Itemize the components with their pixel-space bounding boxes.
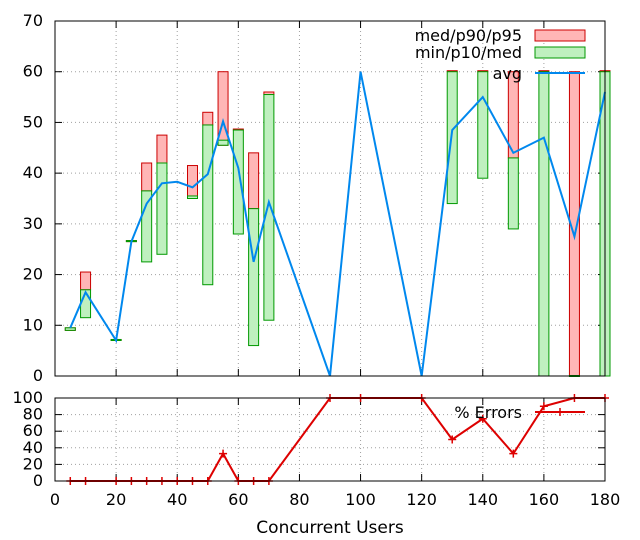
bottom-ytick-label: 20 <box>23 454 43 473</box>
x-axis-label: Concurrent Users <box>256 518 404 538</box>
top-ytick-label: 50 <box>23 112 43 131</box>
bottom-ytick-label: 0 <box>33 471 43 490</box>
bottom-ytick-label: 80 <box>23 405 43 424</box>
lower-box <box>202 124 214 286</box>
lower-box <box>217 139 229 146</box>
upper-box <box>80 271 92 291</box>
bottom-plot-frame <box>54 397 606 482</box>
lower-box <box>507 157 519 230</box>
upper-box <box>202 111 214 126</box>
legend-label-upper: med/p90/p95 <box>415 26 522 45</box>
top-ytick-label: 70 <box>23 11 43 30</box>
legend-swatch-lower <box>534 46 586 59</box>
lower-box <box>187 195 198 199</box>
top-ytick-label: 60 <box>23 62 43 81</box>
lower-box <box>141 190 153 263</box>
x-tick-label: 180 <box>590 490 621 509</box>
errors-point <box>478 414 487 423</box>
x-tick-label: 140 <box>468 490 499 509</box>
errors-line <box>70 397 605 482</box>
errors-point <box>539 402 548 411</box>
bottom-ytick-label: 60 <box>23 421 43 440</box>
lower-box <box>248 208 260 347</box>
top-ytick-label: 20 <box>23 265 43 284</box>
lower-box <box>477 71 489 179</box>
x-tick-label: 40 <box>167 490 187 509</box>
upper-box <box>141 162 153 192</box>
errors-point <box>448 435 457 444</box>
legend-label-lower: min/p10/med <box>415 43 522 62</box>
x-tick-label: 20 <box>106 490 126 509</box>
x-tick-label: 60 <box>228 490 248 509</box>
top-ytick-label: 40 <box>23 163 43 182</box>
bottom-ytick-label: 100 <box>12 388 43 407</box>
lower-box <box>156 162 168 255</box>
top-ytick-label: 10 <box>23 315 43 334</box>
legend-swatch-upper <box>534 29 586 42</box>
upper-box <box>248 152 260 210</box>
lower-box <box>538 71 550 377</box>
upper-box <box>156 134 168 164</box>
lower-box <box>232 129 244 235</box>
x-tick-label: 120 <box>406 490 437 509</box>
errors-point <box>219 449 228 458</box>
x-tick-label: 0 <box>50 490 60 509</box>
x-tick-label: 160 <box>529 490 560 509</box>
lower-box <box>64 327 76 331</box>
top-ytick-label: 0 <box>33 366 43 385</box>
top-ytick-label: 30 <box>23 214 43 233</box>
legend-label-avg: avg <box>493 64 522 83</box>
errors-point <box>509 449 518 458</box>
avg-line <box>69 71 606 377</box>
x-tick-label: 80 <box>289 490 309 509</box>
x-tick-label: 100 <box>345 490 376 509</box>
legend-label-errors: % Errors <box>454 403 522 422</box>
top-plot-frame <box>54 20 606 377</box>
upper-box <box>187 165 198 200</box>
bottom-ytick-label: 40 <box>23 438 43 457</box>
lower-box <box>263 94 275 321</box>
legend-swatch-errors-marker <box>556 408 564 416</box>
